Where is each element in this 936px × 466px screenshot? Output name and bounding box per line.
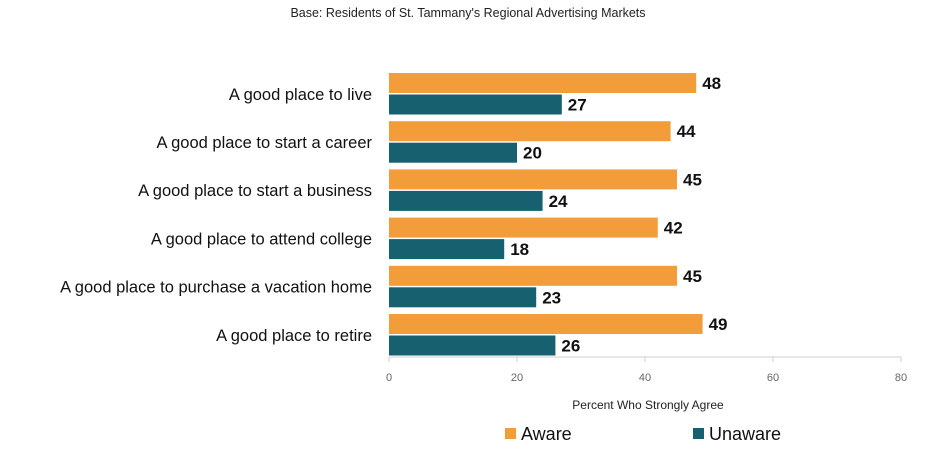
bar-unaware [389, 239, 505, 260]
value-label: 42 [664, 219, 683, 238]
bar-aware [389, 217, 658, 238]
category-label: A good place to retire [216, 327, 372, 345]
bar-aware [389, 265, 677, 286]
value-label: 27 [568, 96, 587, 115]
value-label: 18 [510, 240, 529, 259]
bar-unaware [389, 287, 537, 308]
x-tick-label: 60 [767, 372, 779, 384]
category-label: A good place to purchase a vacation home [60, 279, 372, 297]
value-label: 49 [709, 315, 728, 334]
x-axis-title: Percent Who Strongly Agree [572, 398, 724, 412]
bar-unaware [389, 94, 562, 115]
legend-label-aware: Aware [521, 424, 572, 444]
category-label: A good place to live [229, 86, 372, 104]
bar-aware [389, 314, 703, 334]
category-label: A good place to attend college [151, 230, 372, 248]
value-label: 44 [677, 122, 696, 141]
value-label: 45 [683, 170, 702, 189]
legend-swatch-aware [505, 428, 516, 439]
legend-swatch-unaware [693, 428, 704, 439]
value-label: 48 [702, 74, 721, 93]
x-tick-label: 40 [639, 372, 651, 384]
bar-aware [389, 169, 677, 190]
bar-aware [389, 73, 697, 93]
value-label: 23 [542, 288, 561, 307]
value-label: 45 [683, 267, 702, 286]
x-tick-label: 80 [895, 372, 907, 384]
chart-subtitle: Base: Residents of St. Tammany's Regiona… [290, 6, 645, 20]
value-label: 24 [549, 192, 568, 211]
value-label: 26 [561, 337, 580, 356]
bar-aware [389, 121, 671, 142]
x-tick-label: 20 [511, 372, 523, 384]
bar-unaware [389, 335, 556, 356]
value-label: 20 [523, 144, 542, 163]
category-label: A good place to start a business [138, 182, 372, 200]
bar-unaware [389, 190, 543, 211]
category-label: A good place to start a career [156, 134, 372, 152]
bar-unaware [389, 142, 517, 163]
legend-label-unaware: Unaware [709, 424, 781, 444]
x-tick-label: 0 [386, 372, 392, 384]
